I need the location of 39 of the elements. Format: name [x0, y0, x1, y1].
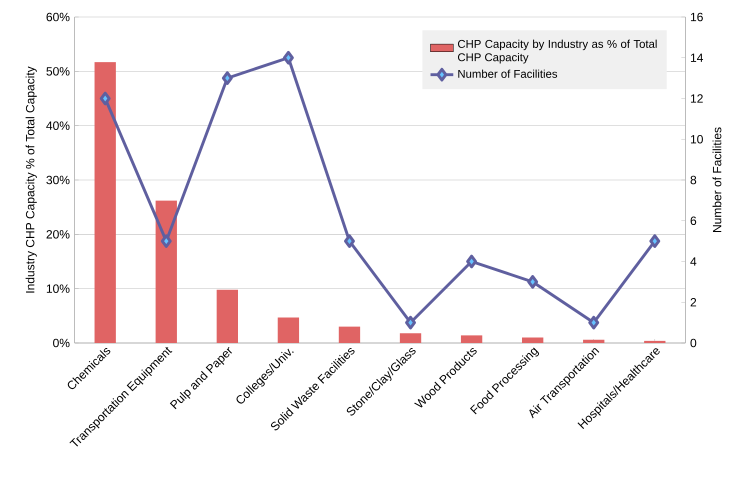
- point: [588, 316, 600, 330]
- bar: [216, 290, 238, 343]
- bar: [94, 62, 116, 343]
- y2-axis-title: Number of Facilities: [712, 127, 722, 232]
- bar: [460, 335, 482, 343]
- y2-tick-label: 2: [690, 298, 696, 306]
- bar: [156, 200, 177, 343]
- y-tick-label: 50%: [46, 67, 70, 76]
- y2-tick-label: 4: [690, 257, 696, 266]
- point: [466, 254, 478, 268]
- legend-label: Number of Facilities: [458, 70, 558, 78]
- y2-tick-label: 12: [690, 94, 703, 103]
- y-tick-label: 40%: [46, 121, 70, 130]
- y2-tick-label: 8: [690, 176, 696, 184]
- y2-tick-label: 14: [690, 54, 704, 62]
- y2-tick-label: 6: [690, 216, 696, 225]
- point: [405, 316, 416, 330]
- y-tick-label: 20%: [46, 230, 70, 239]
- point: [527, 275, 538, 289]
- point: [222, 71, 233, 85]
- point: [100, 92, 111, 106]
- y-tick-label: 0%: [53, 338, 70, 348]
- point: [344, 234, 355, 248]
- point: [649, 234, 660, 248]
- bar: [278, 317, 300, 343]
- bar: [583, 340, 604, 343]
- y-tick-label: 60%: [46, 12, 70, 22]
- point: [160, 234, 172, 248]
- y-tick-label: 30%: [46, 176, 70, 184]
- y-tick-label: 10%: [46, 284, 70, 293]
- bar: [338, 326, 360, 343]
- legend-label: CHP Capacity by Industry as % of Total CHP Capacity: [458, 40, 657, 64]
- y2-tick-label: 0: [690, 338, 696, 348]
- y2-tick-label: 16: [690, 12, 703, 22]
- bar: [522, 338, 544, 343]
- y-axis-title: Industry CHP Capacity % of Total Capacity: [26, 66, 37, 293]
- bar: [400, 333, 422, 343]
- point: [282, 50, 294, 65]
- y2-tick-label: 10: [690, 134, 703, 144]
